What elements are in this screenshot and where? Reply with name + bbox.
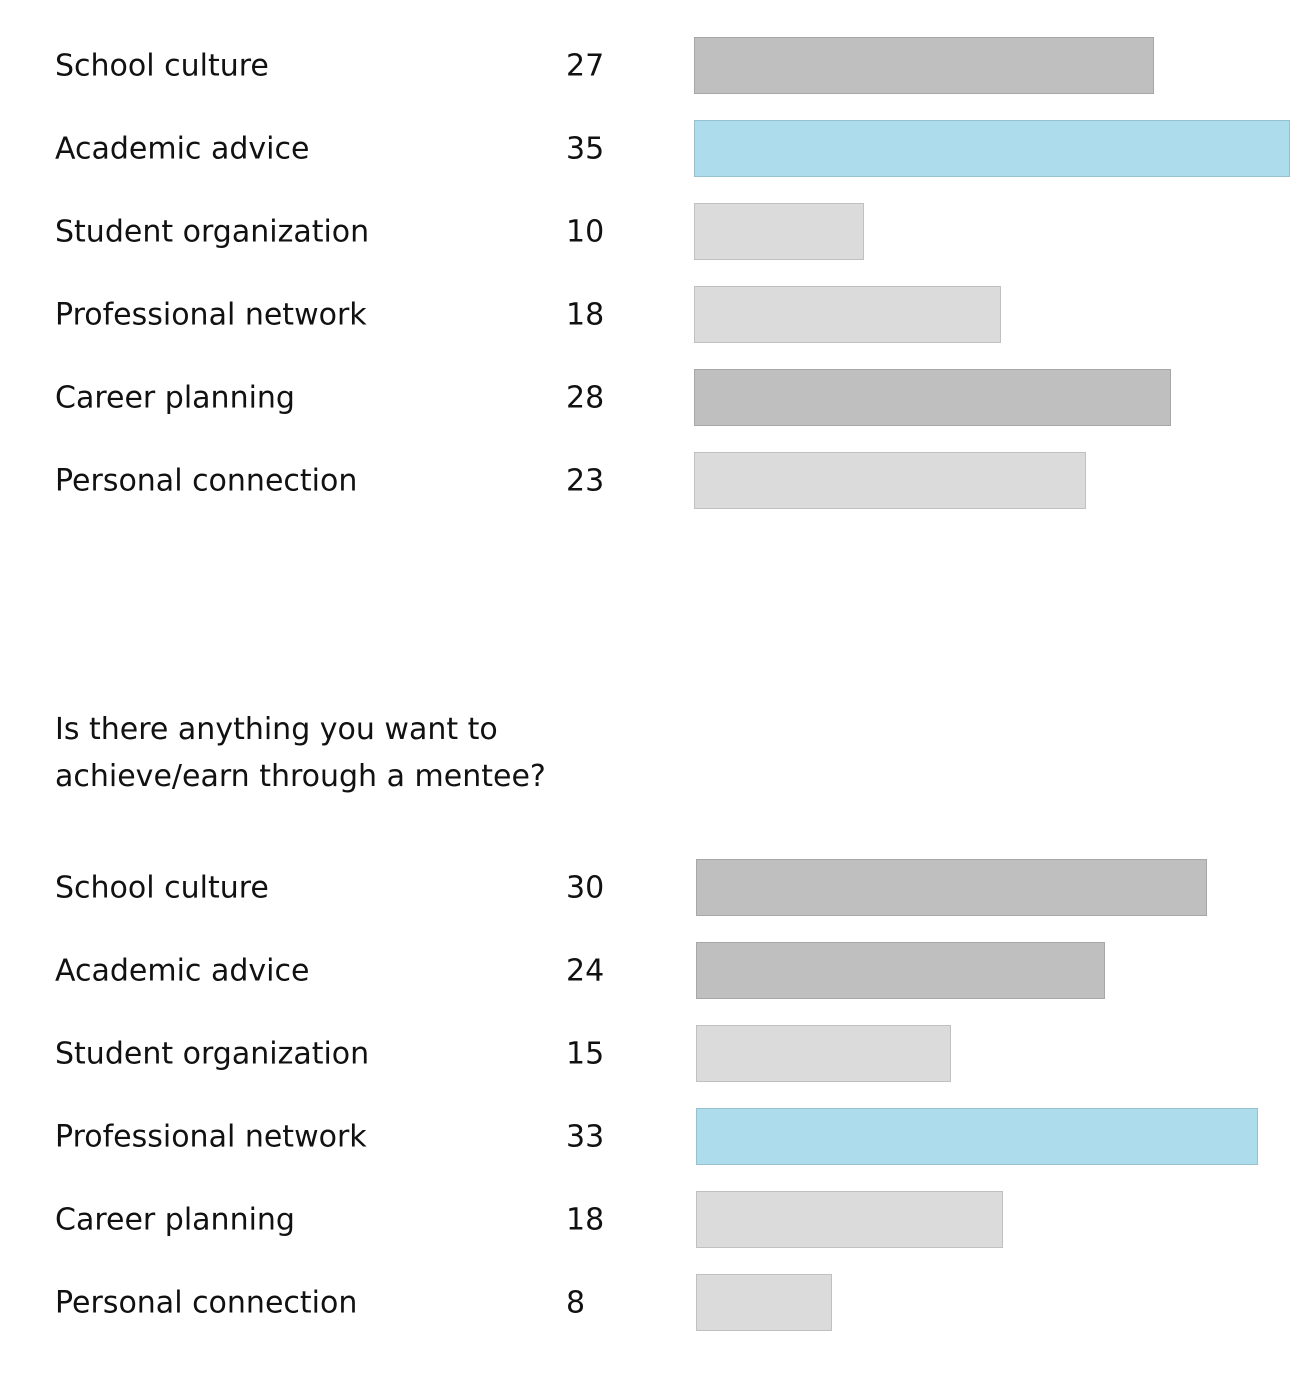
chart-row: Professional network 18 [0, 285, 1316, 345]
value-label: 35 [566, 131, 605, 167]
chart-row: School culture 30 [0, 858, 1316, 918]
chart-row: Personal connection 23 [0, 451, 1316, 511]
value-label: 15 [566, 1036, 605, 1072]
bar [694, 286, 1001, 343]
value-label: 23 [566, 463, 605, 499]
chart-row: School culture 27 [0, 36, 1316, 96]
category-label: Academic advice [55, 953, 310, 989]
value-label: 18 [566, 1202, 605, 1238]
bar [694, 203, 864, 260]
bar-chart-1: School culture 27 Academic advice 35 Student… [0, 36, 1316, 536]
value-label: 28 [566, 380, 605, 416]
category-label: Professional network [55, 297, 367, 333]
value-label: 33 [566, 1119, 605, 1155]
bar [696, 1025, 951, 1082]
value-label: 27 [566, 48, 605, 84]
value-label: 30 [566, 870, 605, 906]
value-label: 24 [566, 953, 605, 989]
chart-row: Student organization 10 [0, 202, 1316, 262]
chart-row: Career planning 18 [0, 1190, 1316, 1250]
chart-row: Academic advice 35 [0, 119, 1316, 179]
bar [696, 1274, 832, 1331]
bar-chart-2: School culture 30 Academic advice 24 Student… [0, 858, 1316, 1358]
question-line-1: Is there anything you want to [55, 712, 498, 747]
category-label: Professional network [55, 1119, 367, 1155]
category-label: School culture [55, 48, 269, 84]
category-label: Student organization [55, 214, 370, 250]
bar [696, 1191, 1003, 1248]
value-label: 8 [566, 1285, 586, 1321]
bar [694, 369, 1171, 426]
chart-row: Professional network 33 [0, 1107, 1316, 1167]
bar [696, 859, 1207, 916]
category-label: School culture [55, 870, 269, 906]
category-label: Career planning [55, 1202, 295, 1238]
bar [694, 452, 1086, 509]
bar [696, 1108, 1258, 1165]
value-label: 10 [566, 214, 605, 250]
bar [694, 120, 1290, 177]
category-label: Student organization [55, 1036, 370, 1072]
category-label: Personal connection [55, 1285, 358, 1321]
category-label: Personal connection [55, 463, 358, 499]
chart-row: Student organization 15 [0, 1024, 1316, 1084]
chart-row: Academic advice 24 [0, 941, 1316, 1001]
category-label: Academic advice [55, 131, 310, 167]
chart-row: Personal connection 8 [0, 1273, 1316, 1333]
question-line-2: achieve/earn through a mentee? [55, 759, 546, 794]
category-label: Career planning [55, 380, 295, 416]
chart-row: Career planning 28 [0, 368, 1316, 428]
bar [696, 942, 1105, 999]
bar [694, 37, 1154, 94]
chart-2-question-title: Is there anything you want to achieve/ea… [55, 706, 615, 800]
value-label: 18 [566, 297, 605, 333]
